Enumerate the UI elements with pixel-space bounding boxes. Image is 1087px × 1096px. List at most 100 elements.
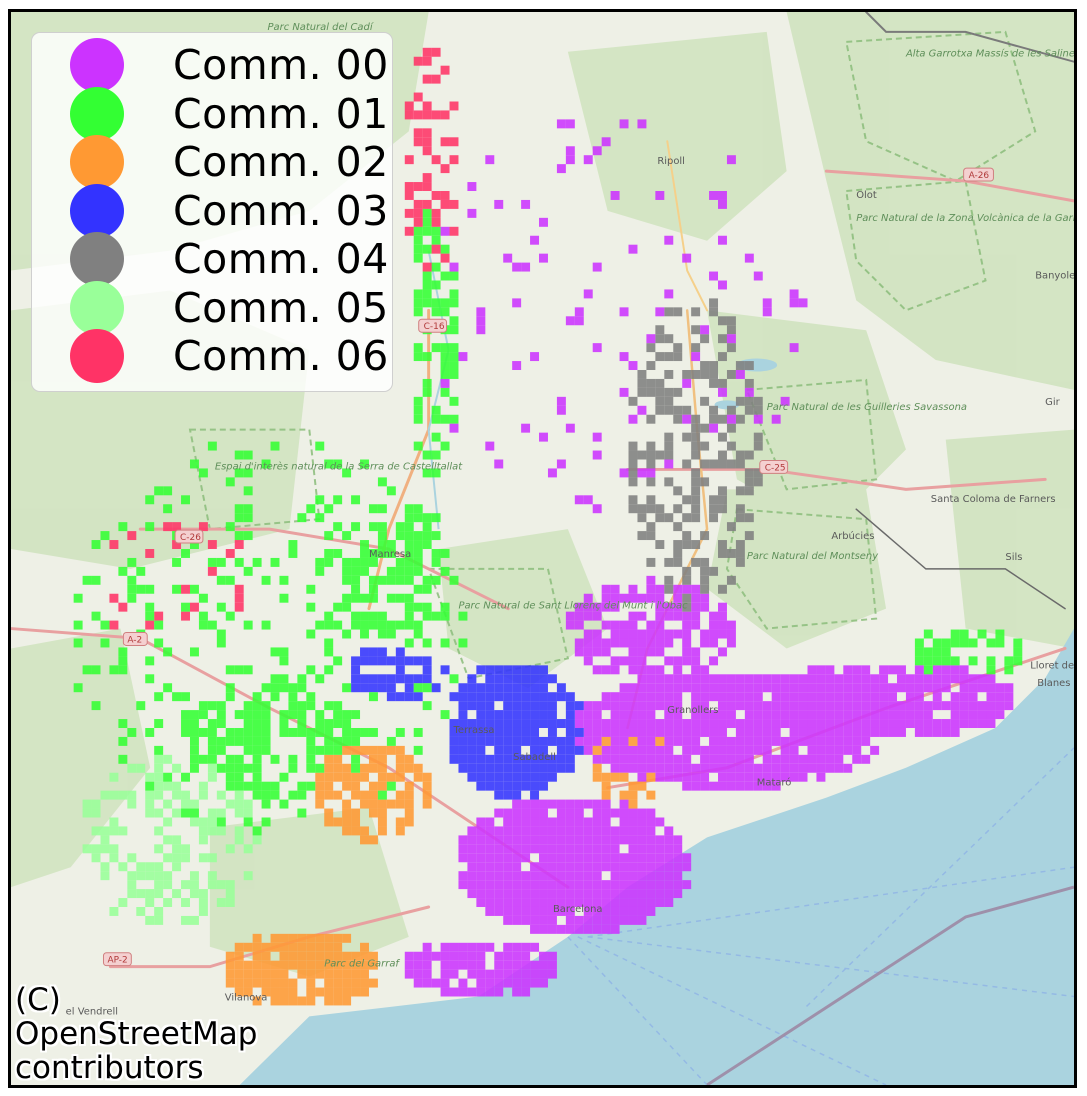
community-cell [395,593,405,603]
community-cell [512,880,522,890]
community-cell [154,611,164,621]
community-cell [843,665,853,675]
community-cell [583,799,593,809]
community-cell [691,781,701,791]
community-cell [923,701,933,711]
community-cell [556,898,566,907]
community-cell [252,942,262,952]
community-cell [422,289,432,299]
community-cell [252,969,262,979]
community-cell [539,817,548,827]
community-cell [637,387,647,397]
community-cell [923,683,933,693]
community-cell [583,602,593,612]
community-cell [664,334,674,344]
community-cell [216,638,226,648]
community-cell [637,701,647,711]
community-cell [574,710,584,720]
community-cell [646,745,656,755]
community-cell [189,736,199,746]
community-cell [744,405,754,415]
community-cell [207,871,217,881]
community-cell [825,692,835,702]
community-cell [163,871,173,881]
community-cell [225,978,235,988]
community-cell [923,710,933,720]
community-cell [646,665,656,675]
community-cell [431,531,441,541]
community-cell [592,906,602,916]
community-cell [494,745,504,755]
community-cell [512,987,522,997]
community-cell [753,710,763,720]
community-cell [771,719,781,728]
community-cell [539,701,548,711]
community-cell [735,727,745,737]
community-cell [691,495,701,505]
community-cell [252,996,262,1006]
community-cell [243,504,253,514]
community-cell [735,674,745,684]
community-cell [449,674,459,684]
community-cell [628,763,638,773]
community-cell [449,736,459,746]
map-viewport[interactable]: Ripoll Olot Banyoles Santa Coloma de Far… [8,9,1077,1088]
community-cell [932,647,942,657]
community-cell [556,853,566,863]
community-cell [530,754,540,764]
community-cell [351,557,361,567]
community-cell [583,745,593,755]
community-cell [718,683,727,693]
community-cell [905,701,915,711]
community-cell [744,674,754,684]
community-cell [395,522,405,532]
community-cell [744,253,754,263]
community-cell [476,745,486,755]
community-cell [342,808,352,818]
community-cell [530,692,540,702]
community-cell [547,906,557,916]
community-cell [843,763,853,773]
community-cell [709,271,719,281]
community-cell [512,772,522,782]
community-cell [646,835,656,845]
community-cell [780,754,790,764]
community-cell [422,110,432,120]
community-cell [646,638,656,648]
legend-swatch-circle [70,280,124,335]
road-shield [122,632,148,646]
community-cell [700,361,710,370]
community-cell [637,504,647,514]
community-cell [207,772,217,782]
community-cell [700,719,710,728]
community-cell [932,656,942,666]
community-cell [610,835,620,845]
community-cell [610,808,620,818]
community-cell [637,450,647,460]
community-cell [154,808,164,818]
community-cell [324,772,334,782]
community-cell [243,468,253,478]
community-cell [386,593,396,603]
community-cell [181,548,190,558]
community-cell [368,522,378,532]
community-cell [216,602,226,612]
community-cell [610,915,620,925]
community-cell [333,996,343,1006]
community-cell [422,128,432,138]
community-cell [574,853,584,863]
community-cell [521,781,531,791]
community-cell [530,969,540,979]
community-cell [637,915,647,925]
community-cell [440,548,450,558]
community-cell [691,477,701,487]
community-cell [512,799,522,809]
community-cell [539,871,548,881]
community-cell [306,584,316,594]
community-cell [664,575,674,585]
community-cell [691,665,701,675]
community-cell [1004,692,1014,702]
community-cell [154,844,164,854]
community-cell [297,727,307,737]
community-cell [449,343,459,353]
